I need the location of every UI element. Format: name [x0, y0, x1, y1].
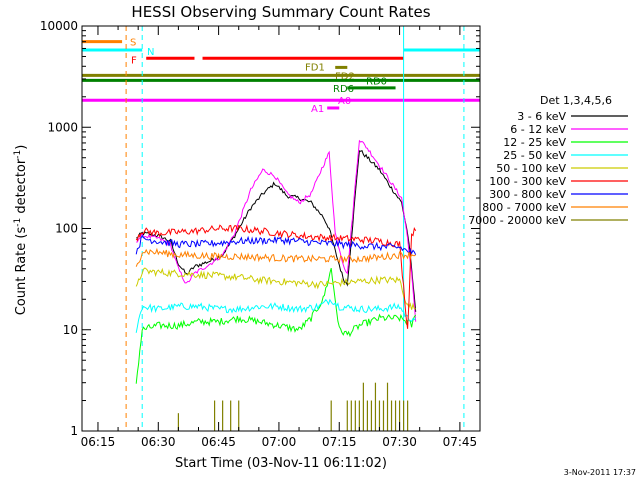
footer-timestamp: 3-Nov-2011 17:37 [564, 468, 636, 477]
x-tick-label: 07:00 [262, 435, 297, 449]
series-line [136, 150, 417, 312]
series-line [135, 247, 416, 267]
flag-label: FD1 [305, 62, 325, 73]
legend-entry-label: 7000 - 20000 keV [468, 214, 566, 227]
legend-entry-label: 25 - 50 keV [503, 149, 566, 162]
y-tick-label: 1000 [47, 120, 78, 134]
legend-entry-label: 100 - 300 keV [489, 175, 566, 188]
series-line [135, 267, 416, 310]
series-line [135, 298, 417, 333]
legend-entry-label: 6 - 12 keV [510, 123, 566, 136]
flag-label: A0 [338, 96, 351, 107]
data-series [135, 139, 417, 431]
legend-entry-label: 300 - 800 keV [489, 188, 566, 201]
y-axis-label-sup: -1 [13, 218, 23, 227]
x-tick-label: 06:15 [81, 435, 116, 449]
y-axis: 1 10 100 1000 10000 [40, 19, 480, 438]
y-axis-label-part: ) [14, 145, 29, 150]
chart-title: HESSI Observing Summary Count Rates [131, 3, 430, 21]
series-line [135, 267, 417, 384]
x-tick-label: 06:30 [141, 435, 176, 449]
series-line [136, 139, 417, 322]
flag-label: N [147, 47, 154, 58]
flag-label: FD2 [335, 71, 355, 82]
series-line [135, 224, 417, 329]
y-tick-label: 100 [55, 222, 78, 236]
x-axis-label: Start Time (03-Nov-11 06:11:02) [175, 456, 387, 471]
legend-entry-label: 50 - 100 keV [496, 162, 566, 175]
series-line [135, 234, 417, 256]
flag-label: RD6 [333, 84, 354, 95]
legend-entry-label: 800 - 7000 keV [482, 201, 566, 214]
flag-label: A1 [311, 104, 324, 115]
vertical-markers [125, 26, 465, 431]
flag-label: RD0 [366, 76, 387, 87]
x-tick-label: 07:45 [443, 435, 478, 449]
x-axis: 06:15 06:30 06:45 07:00 07:15 07:30 07:45 [81, 26, 481, 449]
x-tick-label: 07:30 [382, 435, 417, 449]
y-axis-label: Count Rate (s-1 detector-1) [13, 145, 29, 316]
legend-title: Det 1,3,4,5,6 [540, 94, 612, 107]
y-tick-label: 1 [70, 424, 78, 438]
x-tick-label: 07:15 [322, 435, 357, 449]
legend-entry-label: 3 - 6 keV [517, 110, 566, 123]
x-tick-label: 06:45 [201, 435, 236, 449]
y-axis-label-part: Count Rate (s [14, 227, 29, 316]
flag-label: F [131, 55, 137, 66]
y-tick-label: 10 [63, 323, 78, 337]
flag-label: S [130, 38, 136, 49]
legend-entry-label: 12 - 25 keV [503, 136, 566, 149]
y-tick-label: 10000 [40, 19, 78, 33]
y-axis-label-sup: -1 [13, 150, 23, 159]
y-axis-label-part: detector [14, 158, 29, 218]
